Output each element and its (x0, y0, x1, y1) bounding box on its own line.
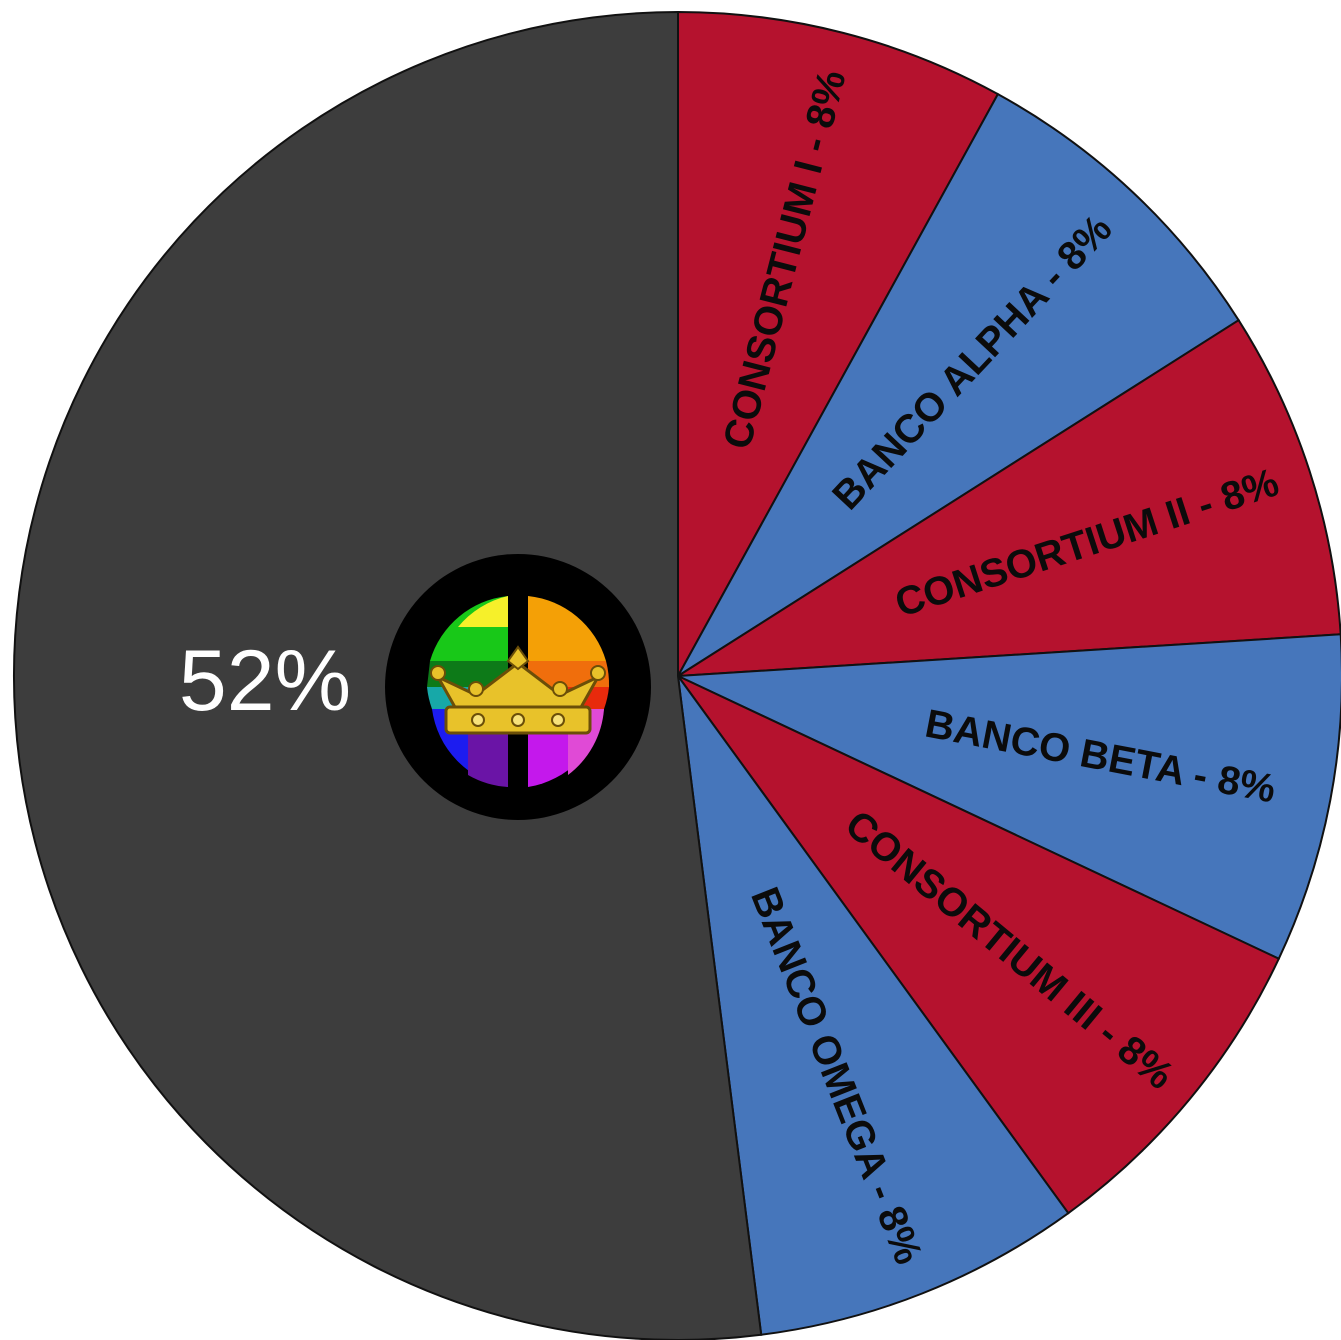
pie-slice (677, 92, 1241, 677)
crown-icon (430, 645, 606, 735)
pie-slice (677, 633, 1341, 961)
crown-emblem (385, 554, 651, 820)
pie-slice (677, 675, 1070, 1336)
pie-slice (677, 675, 1281, 1215)
slice-label: 52% (179, 633, 351, 729)
pie-slice (677, 10, 1000, 677)
pie-slice (677, 318, 1341, 677)
